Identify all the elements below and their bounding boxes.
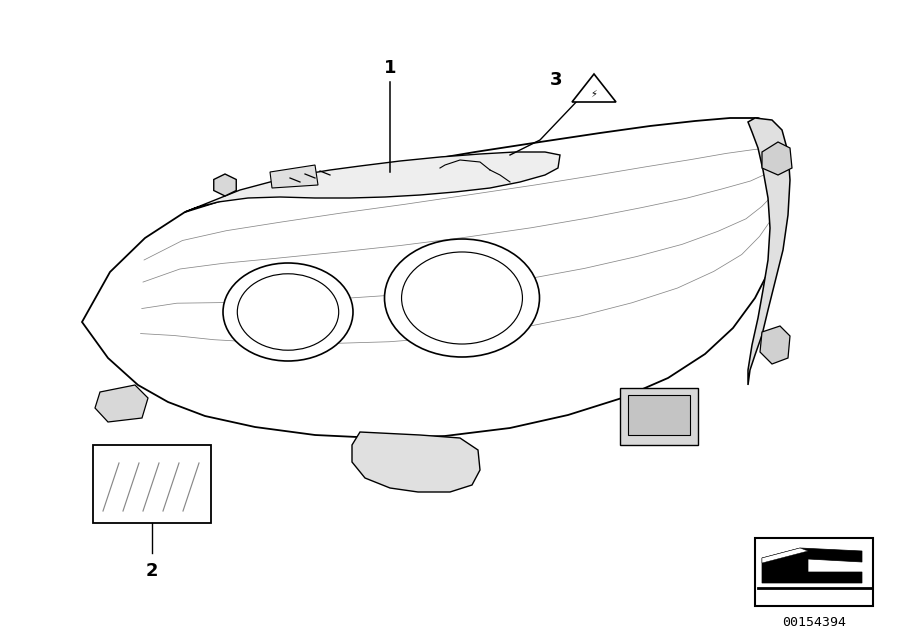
Polygon shape [760, 326, 790, 364]
Polygon shape [762, 142, 792, 175]
Ellipse shape [238, 273, 338, 350]
Text: 2: 2 [146, 562, 158, 580]
Polygon shape [270, 165, 318, 188]
Text: 1: 1 [383, 59, 396, 77]
Polygon shape [352, 432, 480, 492]
Ellipse shape [401, 252, 522, 344]
Polygon shape [620, 388, 698, 445]
Polygon shape [762, 548, 862, 583]
Polygon shape [95, 385, 148, 422]
Polygon shape [755, 538, 873, 606]
Text: 3: 3 [550, 71, 562, 89]
Polygon shape [185, 152, 560, 212]
Polygon shape [82, 118, 772, 438]
Polygon shape [748, 118, 790, 385]
Polygon shape [213, 174, 237, 196]
Ellipse shape [384, 239, 539, 357]
Ellipse shape [223, 263, 353, 361]
Polygon shape [572, 74, 616, 102]
Polygon shape [762, 548, 808, 563]
Text: 00154394: 00154394 [782, 616, 846, 628]
Text: ⚡: ⚡ [590, 89, 598, 99]
Polygon shape [628, 395, 690, 435]
Polygon shape [93, 445, 211, 523]
